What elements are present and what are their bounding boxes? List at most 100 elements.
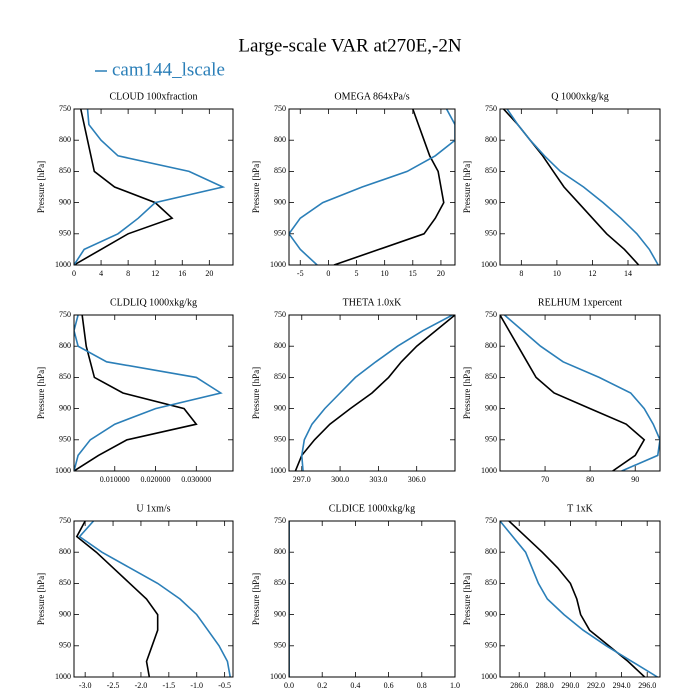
x-tick-label: 20 [437,269,445,278]
series-line [300,315,453,471]
panel-title: Q 1000xkg/kg [551,91,609,102]
y-tick-label: 1000 [55,672,71,681]
panel: CLDLIQ 1000xkg/kg Pressure [hPa] 750 800 850… [36,297,234,484]
panel: OMEGA 864xPa/s Pressure [hPa] 750 800 850 900… [251,91,456,278]
series-line [500,315,646,471]
plot-frame [288,314,456,472]
panel-title: U 1xm/s [136,503,170,514]
x-tick-label: 294.0 [613,681,631,690]
y-tick-label: 950 [59,641,71,650]
plot-frame [73,520,234,678]
panel-title: T 1xK [567,503,593,514]
x-tick-label: 292.0 [587,681,605,690]
y-tick-label: 800 [485,135,497,144]
x-tick-label: -2.5 [107,681,120,690]
x-tick-label: 0.2 [317,681,327,690]
y-tick-label: 750 [274,104,286,113]
series-line [74,315,223,471]
y-axis-label: Pressure [hPa] [36,573,46,625]
x-tick-label: 4 [99,269,103,278]
y-tick-label: 950 [59,229,71,238]
y-axis-label: Pressure [hPa] [251,573,261,625]
x-tick-label: 70 [541,475,549,484]
x-tick-label: -3.0 [79,681,92,690]
y-tick-label: 900 [59,403,71,412]
y-tick-label: 800 [274,341,286,350]
x-tick-label: -1.0 [190,681,203,690]
legend-label: cam144_lscale [112,59,225,80]
y-tick-label: 800 [274,135,286,144]
x-tick-label: 306.0 [408,475,426,484]
y-tick-label: 1000 [270,260,286,269]
panel: CLDICE 1000xkg/kg Pressure [hPa] 750 800 850… [251,503,460,690]
panel-title: CLDLIQ 1000xkg/kg [110,297,197,308]
y-tick-label: 800 [59,341,71,350]
y-axis-label: Pressure [hPa] [462,367,472,419]
x-tick-label: 10 [381,269,389,278]
figure-title: Large-scale VAR at270E,-2N [238,35,461,56]
plot-frame [499,108,661,266]
y-tick-label: 950 [274,229,286,238]
y-tick-label: 850 [274,166,286,175]
y-tick-label: 750 [59,104,71,113]
y-tick-label: 850 [485,578,497,587]
series-line [74,315,198,471]
x-tick-label: 1.0 [450,681,460,690]
y-tick-label: 800 [59,135,71,144]
y-axis-label: Pressure [hPa] [36,161,46,213]
x-tick-label: 90 [631,475,639,484]
x-tick-label: 296.0 [638,681,656,690]
series-line [508,521,646,677]
x-tick-label: 0.020000 [141,475,171,484]
y-tick-label: 750 [274,310,286,319]
x-tick-label: -5 [297,269,304,278]
y-axis-label: Pressure [hPa] [251,367,261,419]
x-tick-label: -1.5 [163,681,176,690]
x-tick-label: 0.8 [417,681,427,690]
y-tick-label: 900 [485,609,497,618]
panel-title: RELHUM 1xpercent [538,297,622,308]
y-tick-label: 950 [485,435,497,444]
x-tick-label: 0 [72,269,76,278]
x-tick-label: 16 [178,269,186,278]
y-tick-label: 800 [274,547,286,556]
series-line [78,521,231,677]
y-tick-label: 1000 [481,466,497,475]
series-line [289,109,455,265]
panel: RELHUM 1xpercent Pressure [hPa] 750 800 850 9… [462,297,661,484]
y-tick-label: 1000 [481,260,497,269]
x-tick-label: 290.0 [561,681,579,690]
y-tick-label: 900 [59,197,71,206]
panel: CLOUD 100xfraction Pressure [hPa] 750 800 85… [36,91,234,278]
y-axis-label: Pressure [hPa] [462,161,472,213]
y-tick-label: 750 [485,516,497,525]
x-tick-label: 5 [355,269,359,278]
x-tick-label: 80 [586,475,594,484]
y-tick-label: 850 [485,372,497,381]
y-tick-label: 950 [274,435,286,444]
y-tick-label: 800 [485,547,497,556]
y-tick-label: 900 [485,403,497,412]
y-tick-label: 750 [274,516,286,525]
y-tick-label: 800 [59,547,71,556]
x-tick-label: 297.0 [293,475,311,484]
y-tick-label: 900 [274,609,286,618]
y-tick-label: 950 [274,641,286,650]
y-tick-label: 850 [59,372,71,381]
panel-title: THETA 1.0xK [343,297,402,308]
series-line [74,109,174,265]
plot-frame [73,108,234,266]
x-tick-label: 0.4 [350,681,360,690]
y-tick-label: 850 [59,166,71,175]
x-tick-label: 0.6 [384,681,394,690]
plot-frame [499,314,661,472]
panel-title: CLOUD 100xfraction [109,91,197,102]
series-line [333,109,445,265]
x-tick-label: 14 [624,269,632,278]
x-tick-label: 12 [588,269,596,278]
y-tick-label: 1000 [270,672,286,681]
x-tick-label: 0 [326,269,330,278]
y-tick-label: 800 [485,341,497,350]
y-tick-label: 1000 [481,672,497,681]
